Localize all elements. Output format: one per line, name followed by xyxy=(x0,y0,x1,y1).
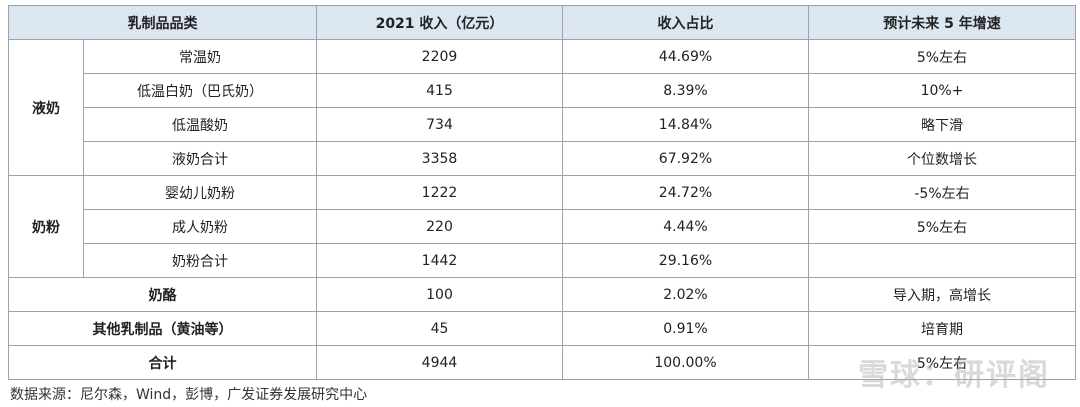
value-cell: 734 xyxy=(316,107,563,142)
item-cell: 奶酪 xyxy=(8,277,317,312)
value-cell: 29.16% xyxy=(562,243,809,278)
table-row: 低温酸奶 734 14.84% 略下滑 xyxy=(9,107,1076,142)
table-row: 成人奶粉 220 4.44% 5%左右 xyxy=(9,209,1076,244)
value-cell: 略下滑 xyxy=(808,107,1076,142)
item-cell: 常温奶 xyxy=(83,39,317,74)
header-cell: 2021 收入（亿元） xyxy=(316,5,563,40)
value-cell: 8.39% xyxy=(562,73,809,108)
value-cell: 14.84% xyxy=(562,107,809,142)
group-cell: 液奶 xyxy=(8,39,84,176)
value-cell: 培育期 xyxy=(808,311,1076,346)
value-cell: 100.00% xyxy=(562,345,809,380)
item-cell: 合计 xyxy=(8,345,317,380)
table-row: 奶粉 婴幼儿奶粉 1222 24.72% -5%左右 xyxy=(8,175,1076,278)
value-cell: 4.44% xyxy=(562,209,809,244)
table-body: 液奶 常温奶 2209 44.69% 5%左右 低温白奶（巴氏奶） 415 8.39% 10%+… xyxy=(8,39,1076,380)
watermark: 雪球：研评阁 xyxy=(858,358,1050,393)
table-row: 其他乳制品（黄油等） 45 0.91% 培育期 xyxy=(8,311,1076,346)
header-cell: 预计未来 5 年增速 xyxy=(808,5,1076,40)
value-cell: 5%左右 xyxy=(808,209,1076,244)
value-cell: 45 xyxy=(316,311,563,346)
value-cell: 导入期，高增长 xyxy=(808,277,1076,312)
value-cell: 0.91% xyxy=(562,311,809,346)
item-cell: 成人奶粉 xyxy=(83,209,317,244)
value-cell: 1222 xyxy=(316,175,563,210)
table-row: 合计 4944 100.00% 5%左右 xyxy=(8,345,1076,380)
value-cell: 415 xyxy=(316,73,563,108)
item-cell: 低温酸奶 xyxy=(83,107,317,142)
item-cell: 奶粉合计 xyxy=(83,243,317,278)
header-cell: 收入占比 xyxy=(562,5,809,40)
header-cell: 乳制品品类 xyxy=(8,5,317,40)
value-cell: 24.72% xyxy=(562,175,809,210)
source-note: 数据来源：尼尔森，Wind，彭博，广发证券发展研究中心 xyxy=(10,387,368,403)
value-cell: 3358 xyxy=(316,141,563,176)
group-cell: 奶粉 xyxy=(8,175,84,278)
value-cell: 67.92% xyxy=(562,141,809,176)
item-cell: 其他乳制品（黄油等） xyxy=(8,311,317,346)
value-cell: 5%左右 xyxy=(808,39,1076,74)
value-cell: 220 xyxy=(316,209,563,244)
header-row: 乳制品品类 2021 收入（亿元） 收入占比 预计未来 5 年增速 xyxy=(8,5,1076,40)
item-cell: 婴幼儿奶粉 xyxy=(83,175,317,210)
value-cell: 2209 xyxy=(316,39,563,74)
value-cell: 44.69% xyxy=(562,39,809,74)
table-row: 液奶合计 3358 67.92% 个位数增长 xyxy=(9,141,1076,176)
value-cell: 10%+ xyxy=(808,73,1076,108)
value-cell: 2.02% xyxy=(562,277,809,312)
value-cell: 1442 xyxy=(316,243,563,278)
data-table: 乳制品品类 2021 收入（亿元） 收入占比 预计未来 5 年增速 液奶 常温奶 2209… xyxy=(8,5,1076,380)
item-cell: 低温白奶（巴氏奶） xyxy=(83,73,317,108)
value-cell: -5%左右 xyxy=(808,175,1076,210)
table-row: 液奶 常温奶 2209 44.69% 5%左右 xyxy=(8,39,1076,176)
value-cell: 个位数增长 xyxy=(808,141,1076,176)
value-cell: 100 xyxy=(316,277,563,312)
item-cell: 液奶合计 xyxy=(83,141,317,176)
table-row: 奶酪 100 2.02% 导入期，高增长 xyxy=(8,277,1076,312)
table-row: 奶粉合计 1442 29.16% xyxy=(9,243,1076,278)
empty-cell xyxy=(808,243,1076,278)
table-row: 低温白奶（巴氏奶） 415 8.39% 10%+ xyxy=(9,73,1076,108)
value-cell: 4944 xyxy=(316,345,563,380)
value-cell: 5%左右 xyxy=(808,345,1076,380)
